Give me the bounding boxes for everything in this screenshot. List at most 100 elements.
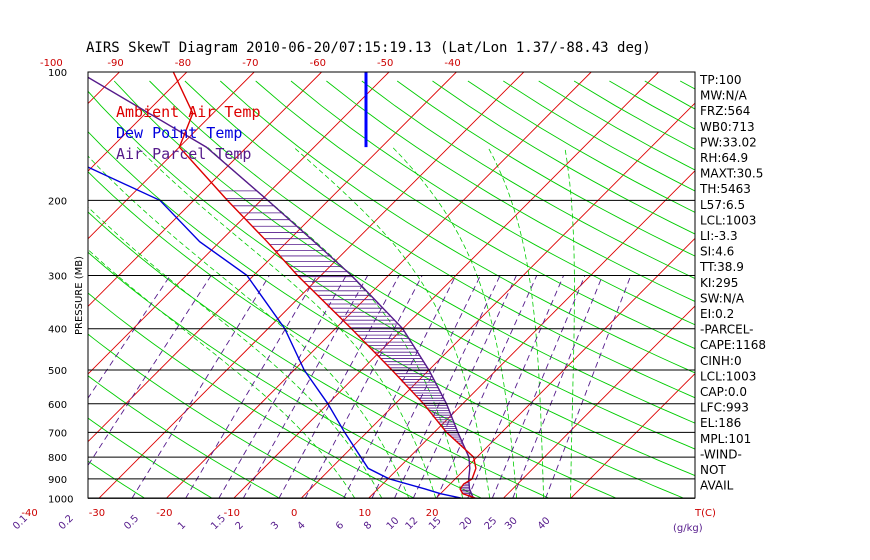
legend-entry-parcel: Air Parcel Temp — [116, 145, 251, 163]
bottom-temp-tick-label: -20 — [156, 508, 172, 519]
mixing-ratio-line — [491, 275, 586, 498]
y-tick-label: 400 — [48, 325, 67, 336]
mixing-ratio-line — [412, 275, 517, 498]
dry-adiabat-line — [361, 80, 695, 280]
y-tick-label: 100 — [48, 68, 67, 79]
isotherm-line — [0, 72, 52, 498]
index-entry: MPL:101 — [700, 432, 751, 446]
moist-adiabat-line — [564, 147, 575, 498]
top-temp-tick-label: -80 — [175, 58, 191, 69]
y-tick-label: 700 — [48, 428, 67, 439]
dry-adiabat-line — [88, 211, 550, 498]
y-tick-label: 600 — [48, 400, 67, 411]
dry-adiabat-line — [149, 80, 695, 424]
isotherm-line — [233, 72, 659, 498]
moist-adiabat-line — [293, 146, 491, 498]
mixing-ratio-tick-label: 10 — [385, 515, 402, 532]
index-entry: EL:186 — [700, 416, 741, 430]
mixing-ratio-line — [304, 275, 423, 498]
index-entry: PW:33.02 — [700, 135, 757, 149]
mixing-ratio-tick-label: 2 — [234, 520, 246, 532]
mixing-ratio-line — [343, 275, 457, 498]
dry-adiabat-line — [88, 131, 685, 498]
mixing-ratio-tick-label: 1 — [176, 520, 188, 532]
isotherm-line — [165, 72, 592, 498]
index-entry: -PARCEL- — [700, 323, 754, 337]
dry-adiabat-line — [219, 80, 695, 374]
mixing-ratio-line — [278, 275, 400, 498]
top-temp-tick-label: -60 — [310, 58, 326, 69]
y-axis-label: PRESSURE (MB) — [74, 256, 85, 335]
top-temp-tick-label: -70 — [242, 58, 258, 69]
isotherm-line — [88, 72, 255, 240]
mixing-ratio-tick-label: 8 — [362, 520, 374, 532]
dry-adiabat-line — [88, 251, 483, 498]
moist-adiabat-line — [88, 206, 383, 498]
isotherm-line — [435, 237, 695, 498]
y-tick-label: 800 — [48, 453, 67, 464]
bottom-temp-tick-label: -30 — [89, 508, 105, 519]
isotherm-line — [570, 372, 695, 498]
index-entry: TT:38.9 — [699, 260, 744, 274]
index-entry: SW:N/A — [700, 291, 745, 305]
dry-adiabat-line — [88, 375, 280, 498]
data-layer — [88, 72, 477, 498]
mixing-ratio-line — [512, 275, 603, 498]
index-entry: MW:N/A — [700, 89, 748, 103]
dry-adiabat-line — [88, 333, 348, 498]
mixing-ratio-tick-label: 4 — [295, 520, 307, 532]
index-entry: AVAIL — [700, 479, 734, 493]
grid-layer — [0, 72, 695, 498]
index-entry: CAP:0.0 — [700, 385, 747, 399]
top-temp-tick-label: -100 — [40, 58, 63, 69]
mixing-ratio-line — [436, 275, 538, 498]
index-entry: NOT — [700, 463, 726, 477]
bottom-temp-tick-label: -40 — [21, 508, 37, 519]
mixing-ratio-line — [371, 275, 481, 498]
bottom-temp-tick-label: 20 — [426, 508, 439, 519]
isotherm-line — [88, 72, 457, 443]
index-entry: MAXT:30.5 — [700, 167, 763, 181]
index-entry: LFC:993 — [700, 401, 749, 415]
index-entry: L57:6.5 — [700, 198, 745, 212]
index-entry: WB0:713 — [700, 120, 755, 134]
mixing-ratio-line — [131, 275, 270, 498]
y-tick-label: 300 — [48, 271, 67, 282]
chart-title: AIRS SkewT Diagram 2010-06-20/07:15:19.1… — [86, 40, 651, 56]
mixing-ratio-tick-label: 0.5 — [122, 513, 141, 532]
plot-frame — [87, 71, 696, 499]
dry-adiabat-line — [255, 80, 695, 350]
index-entry: EI:0.2 — [700, 307, 734, 321]
legend-entry-dewpoint: Dew Point Temp — [116, 124, 242, 142]
index-entry: LCL:1003 — [700, 369, 756, 383]
mixing-ratio-line — [88, 275, 171, 399]
label-layer: PRESSURE (MB) T(C) (g/kg) 10020030040050… — [11, 58, 716, 534]
bottom-temp-tick-label: 0 — [291, 508, 297, 519]
frame-layer — [87, 71, 696, 499]
isotherm-line — [502, 305, 695, 498]
dry-adiabat-line — [88, 90, 695, 477]
index-entry: LCL:1003 — [700, 213, 756, 227]
mixing-ratio-tick-label: 12 — [404, 515, 421, 532]
y-tick-label: 1000 — [48, 494, 73, 505]
index-entry: RH:64.9 — [700, 151, 748, 165]
mixing-ratio-line — [185, 275, 318, 498]
index-entry: -WIND- — [700, 447, 742, 461]
y-tick-label: 500 — [48, 366, 67, 377]
bottom-temp-tick-label: 10 — [358, 508, 371, 519]
top-temp-tick-label: -50 — [377, 58, 393, 69]
moist-adiabat-line — [487, 146, 544, 498]
dry-adiabat-line — [88, 460, 146, 498]
parcel-series-line — [88, 76, 475, 498]
index-entry: CINH:0 — [700, 354, 742, 368]
dry-adiabat-line — [290, 80, 695, 326]
mixing-ratio-tick-label: 40 — [536, 515, 553, 532]
mixing-ratio-line — [394, 275, 501, 498]
mixing-ratio-tick-label: 30 — [503, 515, 520, 532]
mixing-ratio-tick-label: 6 — [334, 520, 346, 532]
mixing-ratio-line — [88, 275, 212, 467]
isotherm-line — [88, 72, 188, 172]
mixing-ratio-line — [467, 275, 565, 498]
